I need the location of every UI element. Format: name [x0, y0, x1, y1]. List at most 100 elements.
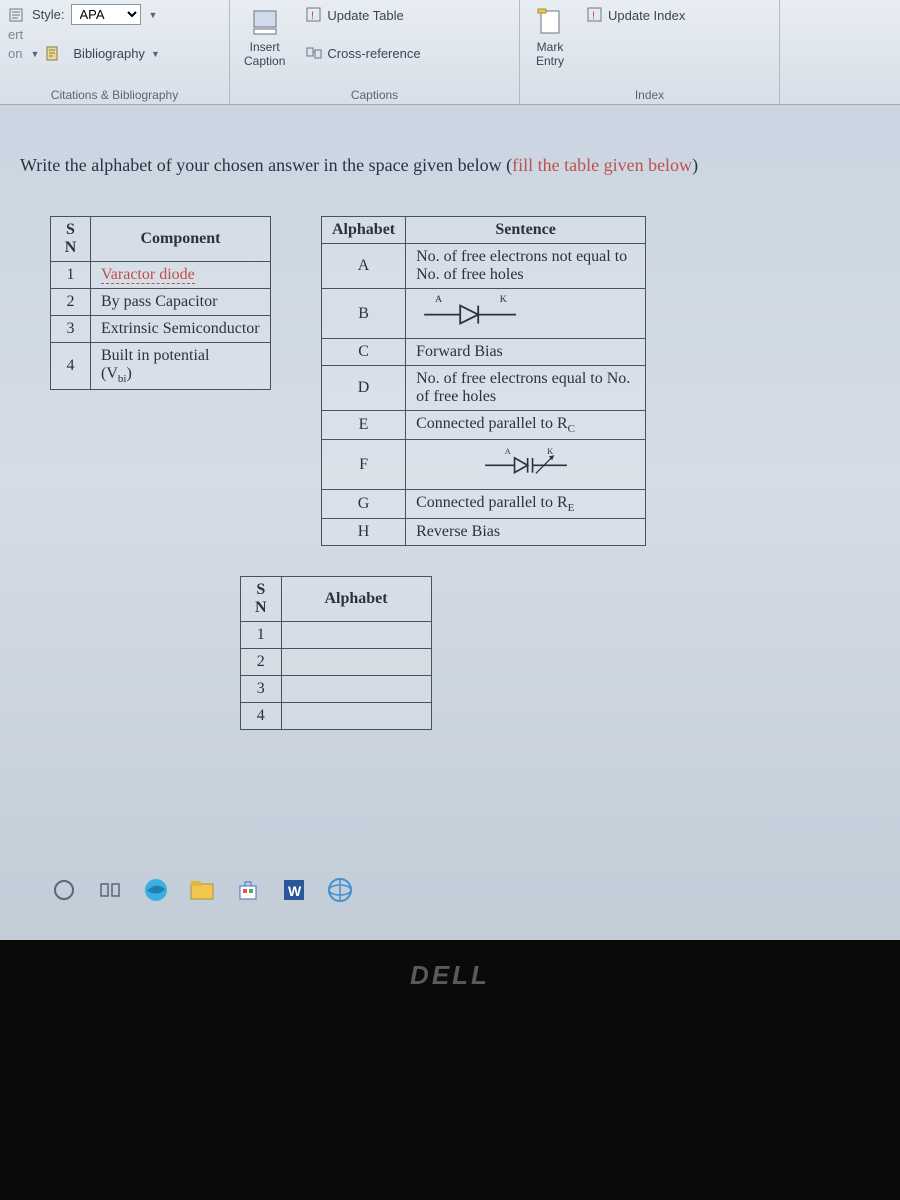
rc-sub: C [568, 423, 575, 435]
table-row: 2 By pass Capacitor [51, 289, 271, 316]
update-index-label: Update Index [608, 8, 685, 23]
diode-symbol-icon: A K [416, 293, 526, 329]
table-row: 1 Varactor diode [51, 262, 271, 289]
document-area: Write the alphabet of your chosen answer… [0, 105, 900, 730]
svg-text:W: W [288, 883, 302, 899]
built-in-label: Built in potential [101, 347, 209, 364]
header-sn: S N [51, 217, 91, 262]
table-header-row: S N Component [51, 217, 271, 262]
style-label: Style: [32, 7, 65, 22]
edge-icon[interactable] [142, 876, 170, 904]
cell-sn: 2 [51, 289, 91, 316]
store-icon[interactable] [234, 876, 262, 904]
vbi-suffix: ) [126, 365, 131, 382]
table-row: A No. of free electrons not equal to No.… [322, 244, 646, 289]
ribbon-group-index: Mark Entry ! Update Index Index [520, 0, 780, 104]
mark-entry-label-2: Entry [536, 54, 564, 68]
alphabet-table: Alphabet Sentence A No. of free electron… [321, 216, 646, 546]
re-sub: E [568, 502, 575, 514]
mark-entry-icon [534, 6, 566, 38]
cell-sn: 3 [241, 676, 282, 703]
cross-reference-icon [305, 44, 323, 62]
table-row: B A K [322, 289, 646, 339]
group-label-citations: Citations & Bibliography [8, 86, 221, 102]
cell-sentence: A K [406, 440, 646, 490]
re-prefix: Connected parallel to R [416, 494, 568, 511]
vbi-prefix: (V [101, 365, 118, 382]
cell-sn: 4 [241, 703, 282, 730]
svg-text:A: A [504, 447, 510, 456]
cell-component: Extrinsic Semiconductor [91, 316, 271, 343]
table-row: D No. of free electrons equal to No. of … [322, 366, 646, 411]
word-icon[interactable]: W [280, 876, 308, 904]
instruction-suffix: ) [692, 155, 698, 175]
cross-reference-button[interactable]: Cross-reference [301, 42, 424, 64]
cell-alpha: A [322, 244, 406, 289]
cell-answer[interactable] [281, 676, 431, 703]
mark-entry-label-1: Mark [537, 40, 564, 54]
instruction-text: Write the alphabet of your chosen answer… [20, 155, 880, 176]
instruction-red: fill the table given below [512, 155, 692, 175]
cell-alpha: H [322, 519, 406, 546]
table-row: G Connected parallel to RE [322, 490, 646, 519]
cell-answer[interactable] [281, 703, 431, 730]
style-icon [8, 6, 26, 24]
cell-sn: 1 [51, 262, 91, 289]
cell-sn: 2 [241, 649, 282, 676]
header-sn: S N [241, 577, 282, 622]
cell-sentence: No. of free electrons not equal to No. o… [406, 244, 646, 289]
diode-K-label: K [500, 294, 508, 305]
update-table-button[interactable]: ! Update Table [301, 4, 424, 26]
style-dropdown[interactable]: APA [71, 4, 141, 25]
on-fragment: on [8, 46, 22, 61]
header-alphabet: Alphabet [322, 217, 406, 244]
cortana-icon[interactable] [50, 876, 78, 904]
header-alphabet: Alphabet [281, 577, 431, 622]
cell-alpha: F [322, 440, 406, 490]
header-component: Component [91, 217, 271, 262]
table-header-row: Alphabet Sentence [322, 217, 646, 244]
chevron-down-icon: ▼ [151, 49, 160, 59]
varactor-diode-icon: A K [471, 444, 581, 480]
table-row: E Connected parallel to RC [322, 411, 646, 440]
table-row: F A K [322, 440, 646, 490]
ribbon-toolbar: Style: APA ▼ ert on ▼ Bibliography ▼ [0, 0, 900, 105]
browser-icon[interactable] [326, 876, 354, 904]
svg-text:!: ! [311, 10, 314, 22]
update-index-button[interactable]: ! Update Index [582, 4, 689, 26]
varactor-text: Varactor diode [101, 266, 195, 284]
bibliography-label: Bibliography [73, 46, 145, 61]
chevron-down-icon: ▼ [149, 10, 158, 20]
cell-sn: 3 [51, 316, 91, 343]
monitor-bezel: DELL [0, 940, 900, 1200]
ribbon-group-citations: Style: APA ▼ ert on ▼ Bibliography ▼ [0, 0, 230, 104]
svg-text:K: K [547, 447, 553, 456]
taskbar: W [40, 870, 364, 910]
cell-sentence: Connected parallel to RC [406, 411, 646, 440]
table-row: 3 [241, 676, 432, 703]
insert-caption-button[interactable]: Insert Caption [238, 4, 291, 71]
table-row: H Reverse Bias [322, 519, 646, 546]
cell-component: Built in potential (Vbi) [91, 343, 271, 390]
component-table: S N Component 1 Varactor diode 2 By pass… [50, 216, 271, 390]
table-row: 4 Built in potential (Vbi) [51, 343, 271, 390]
diode-A-label: A [435, 294, 443, 305]
task-view-icon[interactable] [96, 876, 124, 904]
group-label-index: Index [528, 86, 771, 102]
cell-sentence: A K [406, 289, 646, 339]
mark-entry-button[interactable]: Mark Entry [528, 4, 572, 71]
answer-table: S N Alphabet 1 2 3 4 [240, 576, 432, 730]
file-explorer-icon[interactable] [188, 876, 216, 904]
table-row: 4 [241, 703, 432, 730]
bibliography-button[interactable]: Bibliography ▼ [69, 44, 163, 63]
cell-answer[interactable] [281, 622, 431, 649]
insert-caption-label-2: Caption [244, 54, 285, 68]
cell-alpha: C [322, 339, 406, 366]
cell-sentence: Reverse Bias [406, 519, 646, 546]
cell-sentence: Connected parallel to RE [406, 490, 646, 519]
cell-component: By pass Capacitor [91, 289, 271, 316]
rc-prefix: Connected parallel to R [416, 415, 568, 432]
cell-answer[interactable] [281, 649, 431, 676]
cross-reference-label: Cross-reference [327, 46, 420, 61]
svg-text:!: ! [592, 10, 595, 22]
